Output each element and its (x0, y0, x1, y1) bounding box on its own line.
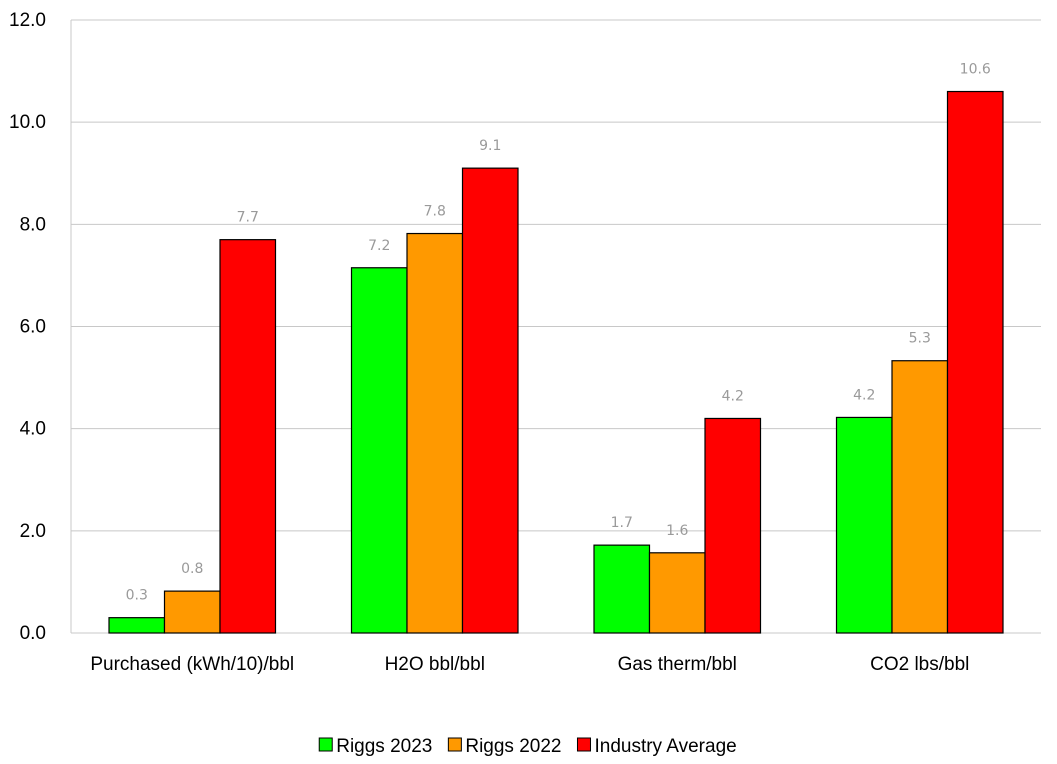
x-tick-label: H2O bbl/bbl (385, 654, 485, 675)
bar (406, 232, 464, 634)
bar (891, 360, 949, 634)
y-tick-label: 2.0 (20, 521, 46, 542)
legend-label: Riggs 2023 (336, 736, 432, 757)
legend-swatch (576, 737, 591, 752)
data-label: 9.1 (479, 138, 501, 154)
data-label: 7.7 (237, 210, 259, 226)
legend-label: Riggs 2022 (465, 736, 561, 757)
y-tick-label: 4.0 (20, 419, 46, 440)
data-label: 7.8 (424, 204, 446, 220)
legend-label: Industry Average (594, 736, 736, 757)
data-label: 0.8 (181, 561, 203, 577)
x-tick-label: CO2 lbs/bbl (870, 654, 969, 675)
bar (704, 417, 762, 634)
bar (593, 544, 651, 634)
bar (648, 552, 706, 634)
data-label: 4.2 (722, 388, 744, 404)
data-label: 10.6 (960, 62, 991, 78)
bar (108, 617, 166, 634)
data-label: 0.3 (126, 588, 148, 604)
data-label: 1.7 (611, 515, 633, 531)
y-tick-label: 6.0 (20, 317, 46, 338)
bar (461, 167, 519, 634)
legend-swatch (318, 737, 333, 752)
bar (835, 416, 893, 634)
data-label: 1.6 (666, 523, 688, 539)
data-label: 4.2 (853, 387, 875, 403)
y-tick-label: 10.0 (9, 112, 46, 133)
bar (350, 267, 408, 634)
data-label: 7.2 (368, 238, 390, 254)
bar (163, 590, 221, 634)
y-tick-label: 8.0 (20, 214, 46, 235)
data-label: 5.3 (909, 331, 931, 347)
x-tick-label: Purchased (kWh/10)/bbl (90, 654, 294, 675)
x-tick-label: Gas therm/bbl (618, 654, 737, 675)
legend-swatch (447, 737, 462, 752)
bar (946, 90, 1004, 634)
y-tick-label: 12.0 (9, 10, 46, 31)
bar (219, 239, 277, 634)
y-tick-label: 0.0 (20, 623, 46, 644)
